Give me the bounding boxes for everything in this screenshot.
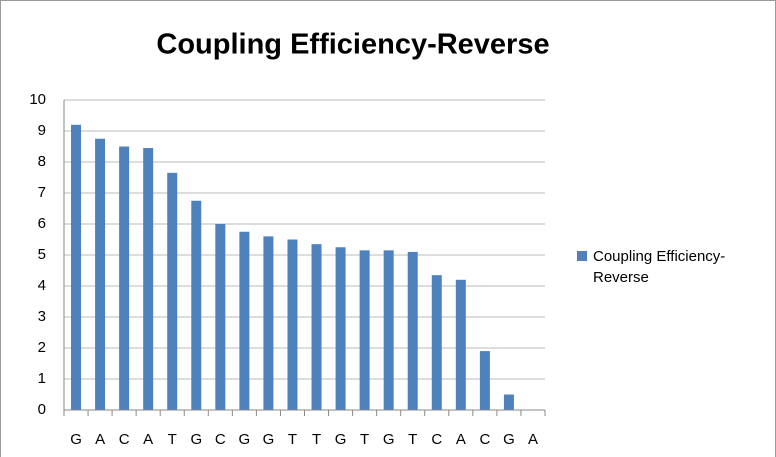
y-tick-label: 7 — [38, 184, 46, 201]
x-tick-label: C — [431, 431, 442, 448]
bar — [119, 146, 130, 410]
legend-swatch — [577, 251, 587, 261]
y-tick-label: 1 — [38, 370, 46, 387]
x-tick-label: G — [70, 431, 82, 448]
bar — [215, 224, 226, 410]
y-tick-label: 6 — [38, 215, 46, 232]
y-tick-label: 5 — [38, 246, 46, 263]
bar — [167, 172, 178, 410]
x-tick-label: A — [528, 431, 538, 448]
bar — [71, 124, 82, 411]
y-tick-label: 10 — [29, 91, 46, 108]
bar — [359, 250, 370, 410]
x-tick-label: G — [263, 431, 275, 448]
x-tick-label: T — [360, 431, 369, 448]
x-tick-label: T — [288, 431, 297, 448]
x-tick-label: A — [456, 431, 466, 448]
y-tick-label: 3 — [38, 308, 46, 325]
bar — [191, 200, 202, 410]
x-tick-label: T — [312, 431, 321, 448]
y-tick-label: 8 — [38, 153, 46, 170]
x-tick-label: G — [503, 431, 515, 448]
y-tick-label: 9 — [38, 122, 46, 139]
x-tick-label: G — [190, 431, 202, 448]
x-tick-label: C — [119, 431, 130, 448]
bar — [143, 148, 154, 411]
x-tick-label: G — [335, 431, 347, 448]
bar — [311, 244, 322, 410]
bar — [431, 275, 442, 410]
x-tick-label: T — [168, 431, 177, 448]
bar — [407, 251, 418, 410]
bar — [503, 394, 514, 410]
bar — [479, 351, 490, 410]
bar — [383, 250, 394, 410]
x-tick-label: G — [239, 431, 251, 448]
x-tick-label: G — [383, 431, 395, 448]
bar — [455, 279, 466, 410]
bar — [335, 247, 346, 410]
bar — [287, 239, 298, 410]
x-tick-label: C — [215, 431, 226, 448]
y-tick-label: 0 — [38, 401, 46, 418]
chart-title: Coupling Efficiency-Reverse — [156, 29, 549, 61]
legend-label: Coupling Efficiency-Reverse — [593, 248, 726, 286]
x-tick-label: C — [479, 431, 490, 448]
bar — [263, 236, 274, 410]
bar — [95, 138, 106, 410]
y-tick-label: 4 — [38, 277, 46, 294]
bar — [239, 231, 250, 410]
x-tick-label: A — [95, 431, 105, 448]
x-tick-label: A — [143, 431, 153, 448]
x-tick-label: T — [408, 431, 417, 448]
y-tick-label: 2 — [38, 339, 46, 356]
